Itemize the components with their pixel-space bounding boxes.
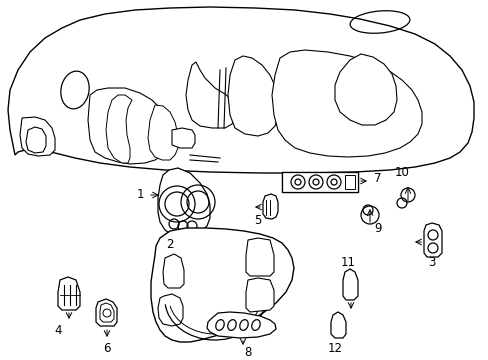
Polygon shape	[100, 303, 114, 322]
Text: 4: 4	[54, 324, 61, 337]
Polygon shape	[423, 223, 441, 257]
Polygon shape	[271, 50, 421, 157]
Text: 6: 6	[103, 342, 110, 355]
Polygon shape	[96, 299, 117, 326]
Polygon shape	[20, 117, 55, 156]
Polygon shape	[158, 294, 183, 326]
Polygon shape	[227, 56, 278, 136]
Polygon shape	[206, 312, 275, 338]
Polygon shape	[58, 277, 80, 310]
Polygon shape	[334, 54, 396, 125]
Polygon shape	[26, 127, 46, 153]
Polygon shape	[88, 88, 170, 164]
Bar	[282, 172, 357, 192]
Text: 7: 7	[373, 171, 381, 184]
Polygon shape	[163, 254, 183, 288]
Polygon shape	[342, 269, 357, 300]
Text: 5: 5	[254, 213, 261, 226]
Polygon shape	[172, 128, 195, 148]
Polygon shape	[151, 228, 293, 342]
Text: 11: 11	[340, 256, 355, 269]
Text: 9: 9	[373, 221, 381, 234]
Polygon shape	[158, 168, 209, 237]
Bar	[345, 175, 354, 189]
Text: 2: 2	[166, 238, 173, 252]
Polygon shape	[263, 194, 278, 219]
Polygon shape	[8, 7, 473, 173]
Polygon shape	[245, 238, 273, 276]
Text: 8: 8	[244, 346, 251, 359]
Polygon shape	[330, 312, 346, 338]
Text: 1: 1	[136, 189, 143, 202]
Polygon shape	[282, 172, 357, 192]
Polygon shape	[245, 278, 273, 312]
Text: 3: 3	[427, 256, 435, 269]
Text: 12: 12	[327, 342, 342, 355]
Text: 10: 10	[394, 166, 408, 179]
Polygon shape	[106, 95, 132, 163]
Polygon shape	[185, 62, 235, 128]
Polygon shape	[148, 105, 178, 160]
